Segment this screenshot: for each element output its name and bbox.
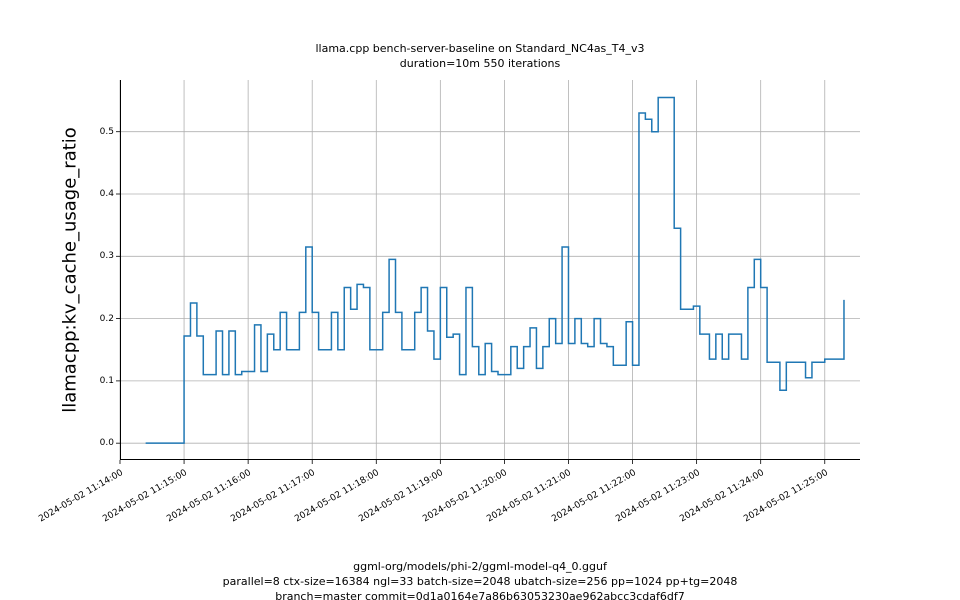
chart-caption: ggml-org/models/phi-2/ggml-model-q4_0.gg… <box>0 560 960 600</box>
title-line-1: llama.cpp bench-server-baseline on Stand… <box>315 42 644 55</box>
title-line-2: duration=10m 550 iterations <box>400 57 560 70</box>
caption-line-3: branch=master commit=0d1a0164e7a86b63053… <box>275 590 685 600</box>
y-tick-label: 0.4 <box>100 189 114 199</box>
plot-svg <box>120 80 860 460</box>
caption-line-2: parallel=8 ctx-size=16384 ngl=33 batch-s… <box>223 575 738 588</box>
y-tick-label: 0.0 <box>100 438 114 448</box>
caption-line-1: ggml-org/models/phi-2/ggml-model-q4_0.gg… <box>353 560 607 573</box>
y-tick-label: 0.2 <box>100 314 114 324</box>
chart-container: { "chart": { "type": "line-step", "title… <box>0 0 960 600</box>
y-tick-label: 0.3 <box>100 251 114 261</box>
chart-title: llama.cpp bench-server-baseline on Stand… <box>0 42 960 72</box>
y-axis-label: llamacpp:kv_cache_usage_ratio <box>60 127 81 413</box>
y-tick-label: 0.1 <box>100 376 114 386</box>
plot-area <box>120 80 860 460</box>
y-tick-label: 0.5 <box>100 127 114 137</box>
